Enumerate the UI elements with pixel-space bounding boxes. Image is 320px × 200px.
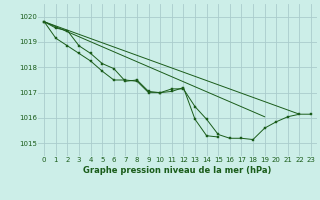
X-axis label: Graphe pression niveau de la mer (hPa): Graphe pression niveau de la mer (hPa): [84, 166, 272, 175]
